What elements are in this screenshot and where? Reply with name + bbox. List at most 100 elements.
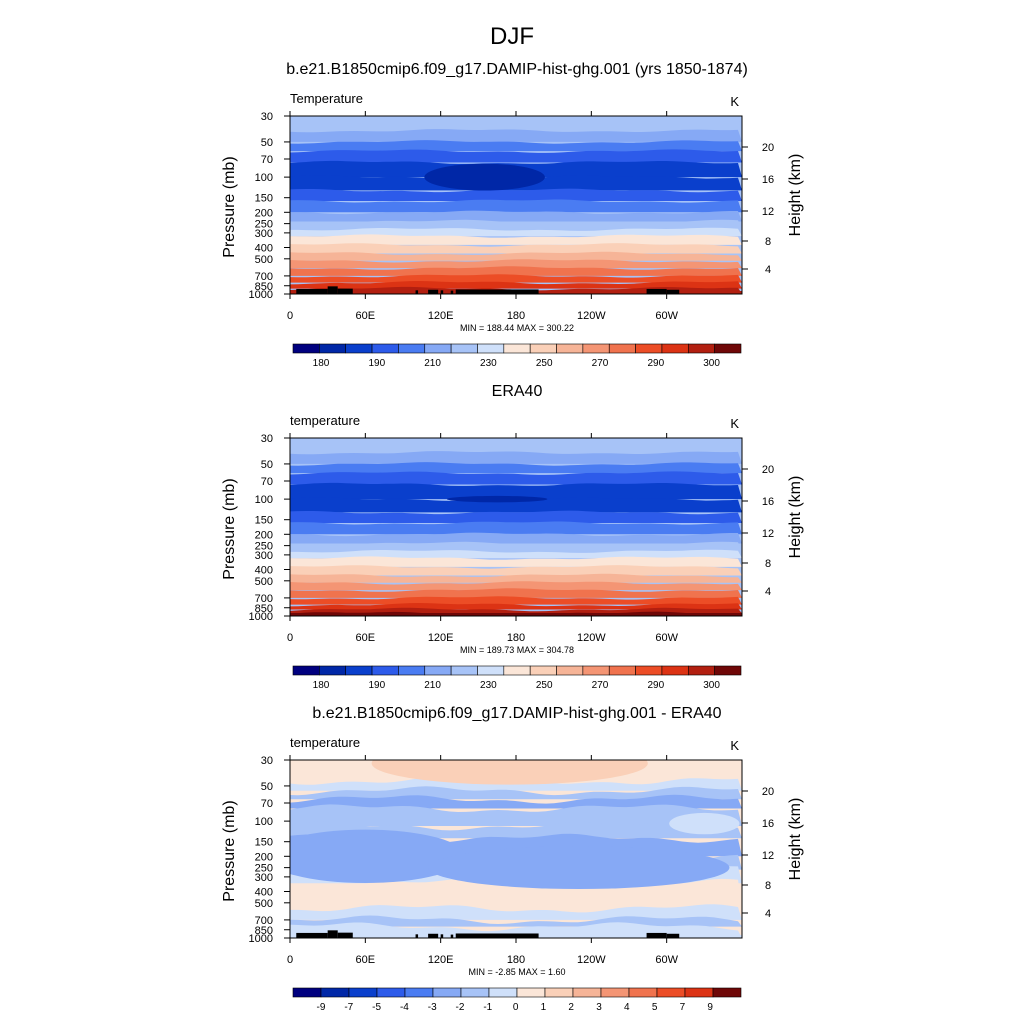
colorbar-label: 1 bbox=[541, 1002, 547, 1013]
topography-mask bbox=[646, 288, 667, 294]
contour-band bbox=[290, 451, 742, 464]
variable-label: Temperature bbox=[290, 91, 363, 106]
x-tick-label: 120W bbox=[577, 954, 606, 966]
units-label: K bbox=[730, 94, 739, 109]
contour-band bbox=[290, 210, 742, 222]
colorbar-label: 190 bbox=[368, 680, 385, 691]
contour-feature bbox=[428, 846, 730, 889]
colorbar-swatch bbox=[661, 343, 689, 354]
x-tick-label: 120W bbox=[577, 632, 606, 644]
contour-band bbox=[290, 613, 742, 616]
y-tick-label: 30 bbox=[261, 755, 273, 767]
x-tick-label: 180 bbox=[507, 310, 525, 322]
colorbar-swatch bbox=[556, 665, 584, 676]
colorbar-swatch bbox=[398, 665, 426, 676]
colorbar-swatch bbox=[529, 665, 557, 676]
contour-band bbox=[290, 922, 742, 938]
colorbar-label: 250 bbox=[536, 680, 553, 691]
contour-band bbox=[290, 188, 742, 201]
colorbar-swatch bbox=[712, 987, 742, 998]
contour-band bbox=[290, 227, 742, 237]
topography-mask bbox=[646, 932, 667, 938]
x-tick-label: 60W bbox=[655, 632, 678, 644]
colorbar-label: -9 bbox=[317, 1002, 326, 1013]
contour-feature bbox=[424, 163, 545, 191]
contour-band bbox=[290, 281, 742, 289]
contour-band bbox=[290, 266, 742, 276]
min-max-stats: MIN = -2.85 MAX = 1.60 bbox=[468, 967, 565, 977]
y-tick-label: 700 bbox=[255, 915, 273, 927]
y-tick-label: 500 bbox=[255, 898, 273, 910]
colorbar-swatch bbox=[345, 665, 373, 676]
topography-mask bbox=[455, 289, 539, 294]
colorbar-label: 270 bbox=[592, 358, 609, 369]
colorbar-swatch bbox=[319, 343, 347, 354]
y-tick-label: 30 bbox=[261, 111, 273, 123]
contour-band bbox=[290, 438, 742, 453]
y-axis-title: Pressure (mb) bbox=[221, 156, 238, 257]
colorbar-swatch bbox=[687, 665, 715, 676]
colorbar-label: 4 bbox=[624, 1002, 630, 1013]
contour-band bbox=[290, 149, 742, 163]
x-tick-label: 120E bbox=[428, 632, 454, 644]
contour-band bbox=[290, 804, 742, 826]
y-tick-label: 1000 bbox=[249, 933, 273, 945]
y-right-tick-label: 8 bbox=[765, 236, 771, 248]
topography-mask bbox=[440, 290, 444, 294]
y-tick-label: 300 bbox=[255, 872, 273, 884]
topography-mask bbox=[296, 288, 328, 294]
colorbar-label: -5 bbox=[372, 1002, 381, 1013]
colorbar-swatch bbox=[424, 665, 452, 676]
y-right-axis-title: Height (km) bbox=[787, 476, 804, 559]
colorbar-label: 290 bbox=[647, 680, 664, 691]
colorbar-swatch bbox=[608, 665, 636, 676]
colorbar-swatch bbox=[477, 343, 505, 354]
y-tick-label: 1000 bbox=[249, 611, 273, 623]
variable-label: temperature bbox=[290, 413, 360, 428]
colorbar-swatch bbox=[450, 343, 478, 354]
contour-band bbox=[290, 904, 742, 920]
min-max-stats: MIN = 188.44 MAX = 300.22 bbox=[460, 323, 574, 333]
panel-title: b.e21.B1850cmip6.f09_g17.DAMIP-hist-ghg.… bbox=[312, 705, 721, 722]
y-right-tick-label: 16 bbox=[762, 496, 774, 508]
x-tick-label: 60E bbox=[356, 632, 376, 644]
y-right-tick-label: 16 bbox=[762, 818, 774, 830]
topography-mask bbox=[455, 933, 539, 938]
colorbar-label: 3 bbox=[596, 1002, 602, 1013]
colorbar-swatch bbox=[477, 665, 505, 676]
colorbar-swatch bbox=[503, 343, 531, 354]
colorbar-swatch bbox=[292, 665, 320, 676]
colorbar-swatch bbox=[345, 343, 373, 354]
colorbar-label: -3 bbox=[428, 1002, 437, 1013]
topography-mask bbox=[450, 934, 454, 938]
colorbar-label: 180 bbox=[313, 358, 330, 369]
plot-area bbox=[290, 438, 742, 616]
topography-mask bbox=[327, 930, 338, 938]
colorbar-label: 0 bbox=[513, 1002, 519, 1013]
colorbar-label: 180 bbox=[313, 680, 330, 691]
contour-band bbox=[290, 259, 742, 269]
topography-mask bbox=[428, 289, 439, 294]
topography-mask bbox=[327, 286, 338, 294]
colorbar-swatch bbox=[714, 343, 742, 354]
y-tick-label: 400 bbox=[255, 242, 273, 254]
colorbar-label: 270 bbox=[592, 680, 609, 691]
y-tick-label: 70 bbox=[261, 154, 273, 166]
topography-mask bbox=[415, 290, 419, 294]
y-tick-label: 150 bbox=[255, 515, 273, 527]
contour-band bbox=[290, 243, 742, 254]
plot-area bbox=[290, 760, 742, 938]
colorbar-label: -2 bbox=[456, 1002, 465, 1013]
colorbar-swatch bbox=[376, 987, 406, 998]
contour-band bbox=[290, 471, 742, 485]
y-right-tick-label: 4 bbox=[765, 586, 771, 598]
contour-feature bbox=[371, 760, 648, 785]
colorbar-swatch bbox=[319, 665, 347, 676]
colorbar-label: 230 bbox=[480, 358, 497, 369]
contour-band bbox=[290, 596, 742, 605]
contour-feature bbox=[669, 812, 740, 835]
colorbar-swatch bbox=[398, 343, 426, 354]
panel-title: b.e21.B1850cmip6.f09_g17.DAMIP-hist-ghg.… bbox=[286, 61, 748, 78]
y-tick-label: 150 bbox=[255, 193, 273, 205]
topography-mask bbox=[666, 289, 680, 294]
